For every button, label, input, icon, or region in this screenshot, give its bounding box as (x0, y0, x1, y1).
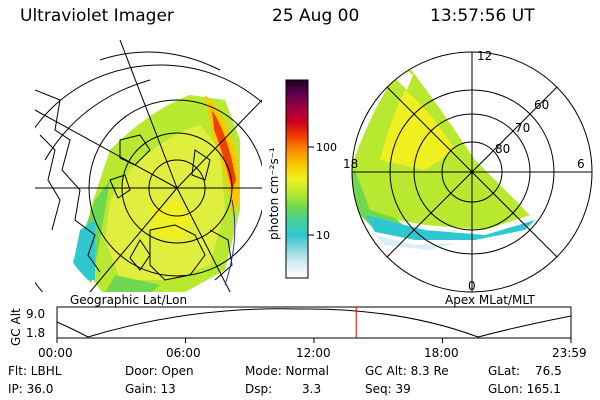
info-door: Door: Open (125, 364, 194, 378)
info-mode: Mode: Normal (245, 364, 329, 378)
altitude-ylabel: GC Alt (9, 308, 23, 346)
mlat-label-70: 70 (515, 121, 530, 135)
colorbar: 100 10 photon cm⁻²s⁻¹ (267, 79, 337, 279)
altitude-xtick-1: 06:00 (166, 346, 201, 360)
mlt-label-0: 0 (468, 279, 476, 293)
apex-polar-plot: 12 18 6 0 60 70 80 (343, 49, 593, 293)
info-gain: Gain: 13 (125, 382, 176, 396)
info-glon: GLon: 165.1 (488, 382, 561, 396)
mlt-label-6: 6 (577, 157, 585, 171)
mlt-label-18: 18 (343, 157, 358, 171)
mlat-label-60: 60 (534, 98, 549, 112)
altitude-ytick-top: 9.0 (26, 307, 45, 321)
info-gc-alt: GC Alt: 8.3 Re (365, 364, 449, 378)
date-label: 25 Aug 00 (272, 6, 360, 26)
colorbar-units: photon cm⁻²s⁻¹ (267, 147, 281, 240)
mlt-label-12: 12 (477, 49, 492, 63)
altitude-xtick-2: 12:00 (296, 346, 331, 360)
colorbar-scale (285, 79, 309, 279)
altitude-xtick-4: 23:59 (552, 346, 587, 360)
geo-panel-label: Geographic Lat/Lon (70, 293, 188, 307)
altitude-xtick-0: 00:00 (38, 346, 73, 360)
altitude-ytick-bottom: 1.8 (26, 326, 45, 340)
info-ip: IP: 36.0 (8, 382, 54, 396)
info-dsp-label: Dsp: (245, 382, 273, 396)
time-label: 13:57:56 UT (430, 6, 535, 26)
altitude-curve (56, 308, 572, 338)
info-seq: Seq: 39 (365, 382, 411, 396)
mlat-label-80: 80 (495, 142, 510, 156)
altitude-xtick-3: 18:00 (424, 346, 459, 360)
apex-panel-label: Apex MLat/MLT (445, 293, 535, 307)
colorbar-tick-100: 100 (316, 141, 337, 154)
info-glat-value: 76.5 (535, 364, 562, 378)
info-dsp-value: 3.3 (302, 382, 322, 396)
geographic-map (35, 40, 262, 292)
earth-limb (35, 64, 262, 292)
instrument-title: Ultraviolet Imager (20, 6, 174, 26)
info-filter: Flt: LBHL (8, 364, 62, 378)
apex-auroral-image (352, 62, 535, 250)
colorbar-tick-10: 10 (316, 229, 330, 242)
altitude-plot: GC Alt 9.0 1.8 00:00 06:00 12:00 18:00 2… (9, 306, 587, 360)
info-glat-label: GLat: (488, 364, 521, 378)
